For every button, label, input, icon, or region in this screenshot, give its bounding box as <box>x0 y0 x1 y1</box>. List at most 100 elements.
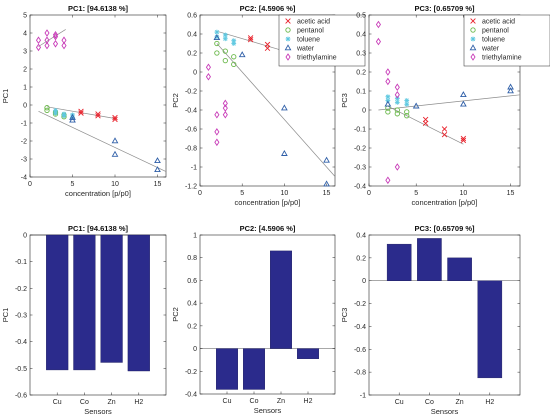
pc3-scatter-series-acetic_acid <box>422 116 467 144</box>
pc2-scatter-triethylamine-point-1 <box>205 72 211 81</box>
pc3-scatter-water-point-3 <box>460 100 467 107</box>
pc1-scatter-ytick-label: 2 <box>23 67 27 74</box>
pc2-scatter-acetic_acid-point-3 <box>264 45 271 51</box>
pc3-scatter-legend-marker-toluene-point-0 <box>470 36 476 42</box>
pc2-scatter-ytick-label: -0.4 <box>185 108 197 115</box>
pc1-scatter-acetic_acid-point-4 <box>112 114 118 121</box>
pc3-scatter-triethylamine-point-6 <box>394 90 400 99</box>
pc2-bar-title: PC2: [4.5906 %] <box>240 224 296 233</box>
pc2-scatter-ytick-label: 0 <box>193 70 197 77</box>
pc3-scatter-series-triethylamine <box>375 20 400 185</box>
pc2-scatter-pentanol-point-3 <box>222 57 228 64</box>
pc3-scatter-ytick-label: -0.2 <box>354 146 366 153</box>
pc1-scatter-triethylamine-point-3 <box>44 36 50 45</box>
pc3-scatter-legend-marker-water-point-0 <box>469 44 477 51</box>
pc1-bar-xtick-label: Cu <box>53 399 62 406</box>
pc1-scatter-water-point-0 <box>69 113 76 120</box>
pc3-scatter-legend-marker-acetic_acid-point-0 <box>470 18 476 24</box>
pc2-scatter-legend-label: toluene <box>297 37 320 44</box>
pc3-bar-title: PC3: [0.65709 %] <box>414 224 475 233</box>
pc3-scatter-triethylamine-point-2 <box>385 68 391 76</box>
pc2-scatter-title: PC2: [4.5906 %] <box>240 4 296 13</box>
pc2-scatter-water-point-3 <box>281 149 288 156</box>
pc1-scatter-ytick-label: 1 <box>23 85 27 92</box>
pc3-scatter-pentanol-point-5 <box>404 113 410 119</box>
pc2-bar-bar-H2 <box>297 348 320 359</box>
pc2-scatter-triethylamine-point-4 <box>214 138 220 147</box>
pc2-scatter-legend-label: water <box>296 46 315 53</box>
pc1-scatter-series-water <box>69 113 161 173</box>
pc2-scatter-toluene-point-0 <box>214 29 220 35</box>
pc3-scatter-series-pentanol <box>385 105 410 119</box>
pc3-scatter-fit-line-1 <box>378 94 521 111</box>
pc3-bar-bar-Cu <box>386 243 412 281</box>
pc2-scatter-legend-marker-water-point-0 <box>284 44 292 51</box>
pc1-bar-ytick-label: 0 <box>23 233 27 240</box>
pc3-scatter-toluene-point-5 <box>404 101 410 107</box>
pc2-scatter-legend-label: triethylamine <box>297 55 337 62</box>
pc1-scatter-fit-line-0 <box>38 29 66 47</box>
pc3-scatter-water-point-0 <box>384 100 392 107</box>
pc1-scatter-title: PC1: [94.6138 %] <box>68 4 129 13</box>
pc3-bar-xtick-label: Zn <box>456 399 464 406</box>
pc3-bar-xtick-label: Co <box>425 399 434 406</box>
pc2-scatter-acetic_acid-point-1 <box>247 36 254 43</box>
pc1-scatter-ytick-label: 0 <box>23 103 27 110</box>
pc2-scatter-pentanol-point-1 <box>214 50 220 56</box>
pc3-scatter-acetic_acid-point-5 <box>460 137 467 144</box>
pc3-scatter-ytick-label: 0.5 <box>356 13 366 20</box>
pc2-scatter-ytick-label: -1 <box>191 165 197 172</box>
pc1-scatter-acetic_acid-point-3 <box>95 113 101 119</box>
pc2-scatter-legend-label: pentanol <box>297 28 324 35</box>
pc1-bar-bar-Co <box>73 234 96 371</box>
pc3-bar-ytick-label: -0.4 <box>354 324 366 331</box>
pc3-scatter-ytick-label: -0.1 <box>354 127 366 134</box>
pc1-scatter-ylabel: PC1 <box>1 89 10 104</box>
pc2-scatter-legend-label: acetic acid <box>297 19 330 26</box>
pc1-bar-title: PC1: [94.6138 %] <box>68 224 129 233</box>
pc3-bar-ytick-label: -1 <box>360 393 366 400</box>
pc2-scatter-legend-box <box>278 14 366 67</box>
pc2-scatter-ytick-label: 0.4 <box>187 32 197 39</box>
pc1-scatter-pentanol-point-0 <box>44 105 50 111</box>
pc2-scatter-triethylamine-point-0 <box>205 63 211 72</box>
pc3-scatter-legend-label: triethylamine <box>482 55 522 62</box>
pc2-scatter-pentanol-point-0 <box>214 40 220 47</box>
pc3-scatter-ytick-label: -0.3 <box>354 165 366 172</box>
pc3-bar-ytick-label: -0.2 <box>354 301 366 308</box>
pc3-scatter-legend-box <box>463 14 550 67</box>
pc3-scatter-toluene-point-0 <box>385 94 391 100</box>
pc1-bar-xtick-label: Co <box>80 399 89 406</box>
pc2-scatter-ytick-label: -1.2 <box>185 184 197 191</box>
pc2-scatter-toluene-point-1 <box>214 34 220 40</box>
pc1-bar-ytick-label: -0.1 <box>15 259 27 266</box>
pc2-scatter-series-water <box>213 34 330 187</box>
pc3-bar-ytick-label: 0.2 <box>356 255 366 262</box>
pc1-scatter-xlabel: concentration [p/p0] <box>65 189 131 198</box>
pc1-scatter-ytick-label: -3 <box>21 157 27 164</box>
pc2-scatter-xtick-label: 10 <box>280 190 288 197</box>
pc3-scatter-triethylamine-point-0 <box>375 20 381 29</box>
pc1-scatter-ytick-label: -2 <box>21 139 27 146</box>
pc1-scatter-acetic_acid-point-2 <box>95 111 101 117</box>
pc3-scatter-triethylamine-point-3 <box>385 77 391 86</box>
pc2-scatter: PC2: [4.5906 %] -1.2 -1 -0.8 -0.6 -0.4 -0.2 0 0.… <box>171 4 366 207</box>
pc3-scatter-ylabel: PC3 <box>340 93 349 108</box>
pc3-bar-xtick-label: H2 <box>485 399 494 406</box>
pc1-scatter-triethylamine-point-8 <box>61 41 67 50</box>
pc2-bar-xlabel: Sensors <box>254 406 282 415</box>
pc2-scatter-ylabel: PC2 <box>171 93 180 108</box>
pc3-scatter-legend-label: pentanol <box>482 28 509 35</box>
pc3-scatter-ytick-label: 0.4 <box>356 32 366 39</box>
pc2-scatter-legend-marker-pentanol-point-0 <box>285 27 291 33</box>
pc3-scatter-pentanol-point-2 <box>394 107 400 113</box>
pc2-scatter-ytick-label: -0.2 <box>185 89 197 96</box>
pc1-bar-bar-H2 <box>127 234 150 372</box>
pc3-scatter-legend-label: toluene <box>482 37 505 44</box>
pc3-scatter-xtick-label: 5 <box>414 190 418 197</box>
pc2-scatter-toluene-point-3 <box>222 36 228 42</box>
pc2-bar-ytick-label: 1 <box>193 233 197 240</box>
pc3-scatter-legend: acetic acid pentanol toluene water triethyla… <box>463 14 550 67</box>
pc2-scatter-legend: acetic acid pentanol toluene water triethyla… <box>278 14 366 67</box>
